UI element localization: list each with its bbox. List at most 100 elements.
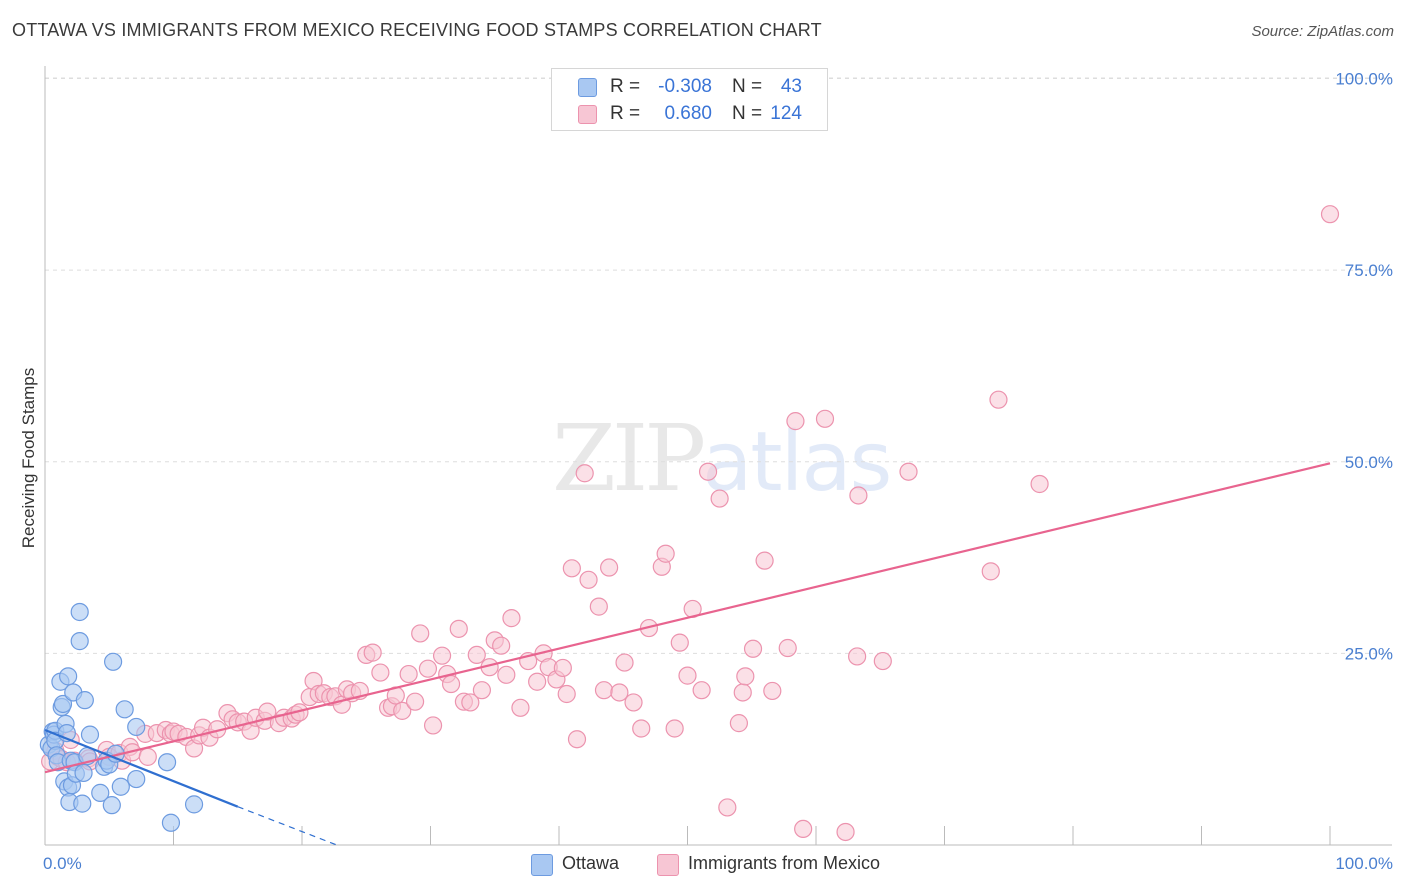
mexico-point (849, 486, 868, 505)
r-label: R = (610, 103, 641, 124)
mexico-point (778, 638, 797, 658)
mexico-point (138, 747, 157, 766)
ottawa-point (80, 725, 100, 744)
mexico-point (557, 684, 576, 704)
ottawa-trend-line (44, 729, 239, 808)
mexico-point (763, 681, 782, 701)
y-tick-label-25: 25.0% (1345, 644, 1393, 663)
mexico-point (692, 681, 711, 700)
mexico-point (815, 409, 835, 428)
mexico-point (718, 798, 737, 817)
mexico-point (736, 667, 755, 686)
mexico-point (441, 674, 461, 694)
mexico-swatch (657, 854, 679, 876)
ottawa-trend-extension (237, 806, 337, 846)
ottawa-point (91, 783, 110, 802)
mexico-point (743, 639, 763, 658)
y-tick-label-50: 50.0% (1345, 453, 1393, 472)
mexico-point (656, 544, 675, 563)
ottawa-point (70, 632, 89, 651)
mexico-point (258, 702, 277, 721)
mexico-point (786, 412, 805, 431)
mexico-point (794, 819, 813, 839)
ottawa-point (184, 795, 204, 814)
mexico-point (710, 489, 729, 508)
ottawa-point (104, 652, 123, 671)
mexico-point (981, 562, 1000, 581)
ottawa-point (157, 753, 177, 772)
mexico-point (393, 701, 412, 720)
watermark-zip: ZIP (552, 405, 706, 512)
n-label: N = (732, 76, 763, 97)
mexico-point (624, 693, 643, 712)
mexico-point (497, 665, 516, 684)
mexico-point (594, 681, 614, 700)
ottawa-point (53, 694, 73, 714)
trend-lines (44, 462, 1331, 846)
n-label: N = (732, 103, 763, 124)
ottawa-point (161, 813, 181, 832)
grid-lines (45, 77, 1392, 654)
mexico-point (363, 643, 382, 662)
r-value: -0.308 (658, 76, 712, 97)
ottawa-point (59, 667, 78, 686)
mexico-point (399, 664, 418, 684)
mexico-trend-line (44, 462, 1331, 774)
mexico-point (989, 390, 1008, 409)
mexico-point (511, 698, 530, 717)
mexico-point (755, 551, 774, 570)
mexico-point (836, 822, 855, 842)
r-value: 0.680 (664, 103, 712, 124)
mexico-point (733, 683, 752, 702)
ottawa-point (102, 796, 121, 815)
mexico-point (492, 636, 511, 655)
mexico-point (678, 666, 697, 685)
legend-label-ottawa: Ottawa (562, 853, 620, 873)
mexico-point (423, 716, 443, 735)
mexico-point (553, 658, 572, 678)
mexico-point (670, 633, 689, 652)
n-value: 43 (780, 76, 802, 97)
chart-title: OTTAWA VS IMMIGRANTS FROM MEXICO RECEIVI… (12, 20, 822, 40)
mexico-point (873, 651, 892, 671)
ottawa-point (75, 691, 94, 710)
mexico-point (418, 659, 438, 678)
mexico-point (1030, 474, 1049, 494)
mexico-point (472, 681, 491, 700)
ottawa-point (74, 763, 93, 783)
axis-labels: Receiving Food Stamps 25.0% 50.0% 75.0% 100… (19, 70, 1393, 874)
mexico-point (665, 719, 684, 738)
ottawa-swatch (578, 78, 597, 97)
mexico-point (729, 714, 749, 733)
r-label: R = (610, 76, 641, 97)
ottawa-swatch (531, 854, 553, 876)
mexico-point (528, 672, 547, 691)
n-value: 124 (770, 103, 802, 124)
legend-label-mexico: Immigrants from Mexico (688, 853, 881, 873)
mexico-point (432, 646, 452, 665)
mexico-point (698, 462, 718, 481)
mexico-point (575, 464, 594, 483)
mexico-point (600, 558, 619, 577)
ottawa-point (115, 700, 134, 719)
ottawa-point (127, 717, 146, 737)
y-axis-label: Receiving Food Stamps (19, 368, 38, 548)
mexico-point (589, 597, 608, 616)
mexico-point (1320, 205, 1340, 224)
stats-legend: R = -0.308 N = 43 R = 0.680 N = 124 (551, 68, 828, 131)
source-credit: Source: ZipAtlas.com (1251, 23, 1394, 40)
ottawa-points (39, 602, 204, 832)
ottawa-point (111, 777, 130, 796)
mexico-point (405, 692, 425, 711)
mexico-point (579, 570, 598, 589)
mexico-point (371, 663, 390, 682)
legend-row-mexico: R = 0.680 N = 124 (552, 100, 827, 127)
mexico-point (610, 683, 629, 702)
mexico-point (615, 653, 634, 672)
mexico-point (848, 647, 867, 666)
mexico-swatch (578, 105, 597, 124)
x-tick-label-left: 0.0% (43, 854, 82, 873)
y-tick-label-75: 75.0% (1345, 261, 1393, 280)
ottawa-point (73, 794, 92, 813)
